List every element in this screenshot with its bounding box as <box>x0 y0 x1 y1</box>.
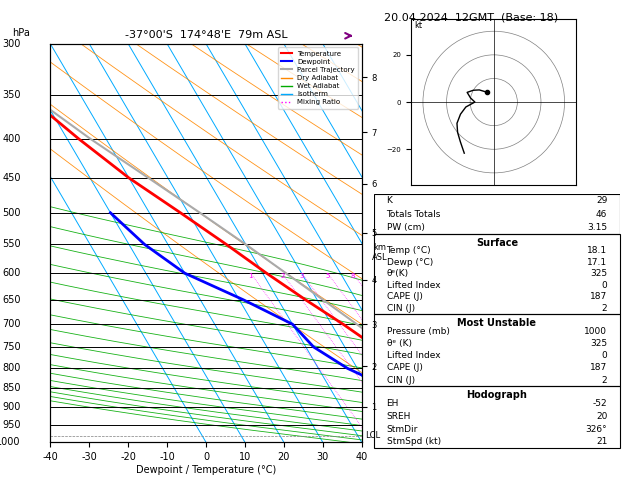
Text: Surface: Surface <box>476 238 518 248</box>
Text: 900: 900 <box>3 402 21 413</box>
Text: PW (cm): PW (cm) <box>386 223 425 232</box>
Text: Hodograph: Hodograph <box>467 390 527 400</box>
Text: 450: 450 <box>3 173 21 183</box>
Text: Totals Totals: Totals Totals <box>386 209 441 219</box>
Text: StmSpd (kt): StmSpd (kt) <box>386 437 441 446</box>
Text: 600: 600 <box>3 268 21 278</box>
Text: CIN (J): CIN (J) <box>386 304 415 313</box>
Text: 187: 187 <box>590 293 608 301</box>
Text: 29: 29 <box>596 196 608 206</box>
Text: θᵉ(K): θᵉ(K) <box>386 269 409 278</box>
Bar <box>374 234 620 314</box>
Text: Pressure (mb): Pressure (mb) <box>386 327 449 336</box>
Text: 850: 850 <box>3 383 21 394</box>
Text: 2: 2 <box>602 376 608 384</box>
Text: 400: 400 <box>3 134 21 144</box>
Text: hPa: hPa <box>12 28 30 38</box>
Text: 950: 950 <box>3 420 21 430</box>
Text: 5: 5 <box>325 273 330 279</box>
Text: 20: 20 <box>596 412 608 421</box>
Text: 2: 2 <box>280 273 284 279</box>
Text: CIN (J): CIN (J) <box>386 376 415 384</box>
Text: Temp (°C): Temp (°C) <box>386 246 431 256</box>
Text: 20.04.2024  12GMT  (Base: 18): 20.04.2024 12GMT (Base: 18) <box>384 12 558 22</box>
Text: 300: 300 <box>3 39 21 49</box>
Text: 2: 2 <box>602 304 608 313</box>
Text: StmDir: StmDir <box>386 425 418 434</box>
Text: 0: 0 <box>601 281 608 290</box>
Legend: Temperature, Dewpoint, Parcel Trajectory, Dry Adiabat, Wet Adiabat, Isotherm, Mi: Temperature, Dewpoint, Parcel Trajectory… <box>277 47 358 109</box>
Text: CAPE (J): CAPE (J) <box>386 364 423 372</box>
Text: 750: 750 <box>2 342 21 352</box>
Text: Most Unstable: Most Unstable <box>457 318 537 329</box>
Bar <box>374 386 620 448</box>
Text: 800: 800 <box>3 364 21 373</box>
Text: 1000: 1000 <box>584 327 608 336</box>
Text: 700: 700 <box>3 319 21 329</box>
Bar <box>374 314 620 386</box>
Text: 550: 550 <box>2 240 21 249</box>
Y-axis label: km
ASL: km ASL <box>372 243 387 262</box>
Text: 650: 650 <box>3 295 21 305</box>
Text: 8: 8 <box>350 273 355 279</box>
Text: 187: 187 <box>590 364 608 372</box>
Text: 0: 0 <box>601 351 608 360</box>
Text: Lifted Index: Lifted Index <box>386 281 440 290</box>
Text: 326°: 326° <box>586 425 608 434</box>
Text: 21: 21 <box>596 437 608 446</box>
Text: 3: 3 <box>299 273 304 279</box>
Text: 3.15: 3.15 <box>587 223 608 232</box>
Text: CAPE (J): CAPE (J) <box>386 293 423 301</box>
Text: 1: 1 <box>248 273 253 279</box>
Text: 1000: 1000 <box>0 437 21 447</box>
Text: Dewp (°C): Dewp (°C) <box>386 258 433 267</box>
Text: Lifted Index: Lifted Index <box>386 351 440 360</box>
Text: 325: 325 <box>590 339 608 348</box>
Title: -37°00'S  174°48'E  79m ASL: -37°00'S 174°48'E 79m ASL <box>125 30 287 40</box>
Text: 18.1: 18.1 <box>587 246 608 256</box>
Text: 17.1: 17.1 <box>587 258 608 267</box>
Text: 500: 500 <box>3 208 21 218</box>
Text: 325: 325 <box>590 269 608 278</box>
Text: kt: kt <box>415 21 423 30</box>
Text: 350: 350 <box>3 90 21 100</box>
Text: K: K <box>386 196 392 206</box>
Text: LCL: LCL <box>365 431 380 440</box>
Text: SREH: SREH <box>386 412 411 421</box>
Text: 46: 46 <box>596 209 608 219</box>
Text: EH: EH <box>386 399 399 408</box>
Text: θᵉ (K): θᵉ (K) <box>386 339 411 348</box>
Bar <box>374 194 620 234</box>
X-axis label: Dewpoint / Temperature (°C): Dewpoint / Temperature (°C) <box>136 465 276 475</box>
Text: -52: -52 <box>593 399 608 408</box>
